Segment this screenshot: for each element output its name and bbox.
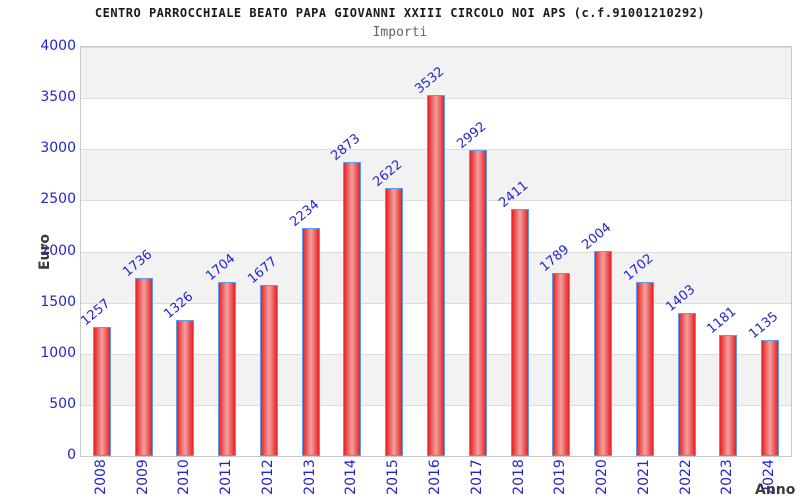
bar <box>259 284 278 456</box>
bar <box>385 187 404 456</box>
bar <box>134 278 153 456</box>
grid-band <box>81 47 791 99</box>
x-tick-label: 2021 <box>635 459 652 495</box>
y-axis-title: Euro <box>37 233 53 271</box>
bar <box>218 281 237 456</box>
y-tick-label: 3500 <box>40 89 76 106</box>
x-tick-label: 2008 <box>92 459 109 495</box>
x-tick-label: 2023 <box>719 459 736 495</box>
y-tick-label: 3000 <box>40 140 76 157</box>
bar <box>92 327 111 456</box>
x-tick-label: 2013 <box>301 459 318 495</box>
y-tick-label: 2500 <box>40 191 76 208</box>
bar <box>343 162 362 456</box>
bar <box>427 94 445 456</box>
x-tick-label: 2011 <box>218 459 235 495</box>
plot-area: 1257 1736 1326 1704 1677 2234 2873 2622 3532 2992… <box>78 46 792 457</box>
y-tick-label: 500 <box>49 395 76 412</box>
bar <box>677 312 696 456</box>
bar-value-label: 1181 <box>704 304 740 338</box>
bar <box>301 227 320 456</box>
bar <box>761 339 780 456</box>
x-tick-label: 2019 <box>552 459 569 495</box>
bar <box>719 335 738 456</box>
y-tick-label: 1500 <box>40 293 76 310</box>
x-tick-label: 2014 <box>343 459 360 495</box>
y-tick-label: 0 <box>67 447 76 463</box>
x-axis-title: Anno <box>755 482 796 498</box>
y-tick-label: 1000 <box>40 344 76 361</box>
chart-subtitle: Importi <box>372 25 428 40</box>
x-tick-label: 2009 <box>134 459 151 495</box>
bar-value-label: 1135 <box>746 309 782 342</box>
bar <box>176 320 195 456</box>
chart-title: CENTRO PARROCCHIALE BEATO PAPA GIOVANNI … <box>94 6 706 20</box>
x-tick-label: 2017 <box>468 459 485 495</box>
x-tick-label: 2020 <box>594 459 611 495</box>
y-tick-label: 2000 <box>40 242 76 259</box>
x-tick-label: 2016 <box>427 459 443 495</box>
y-tick-label: 4000 <box>40 38 76 54</box>
bar-value-label: 2992 <box>454 119 490 153</box>
bar <box>594 251 613 456</box>
x-tick-label: 2018 <box>510 459 527 495</box>
bar-value-label: 2234 <box>287 196 323 230</box>
bar-value-label: 2004 <box>579 220 615 254</box>
x-tick-label: 2015 <box>385 459 402 495</box>
x-tick-label: 2012 <box>259 459 276 495</box>
x-tick-label: 2010 <box>176 459 193 495</box>
grid-line <box>81 47 791 48</box>
bar <box>468 150 487 456</box>
x-tick-label: 2022 <box>677 459 694 495</box>
bar <box>635 281 654 456</box>
bar <box>552 273 571 456</box>
bar <box>510 209 529 456</box>
